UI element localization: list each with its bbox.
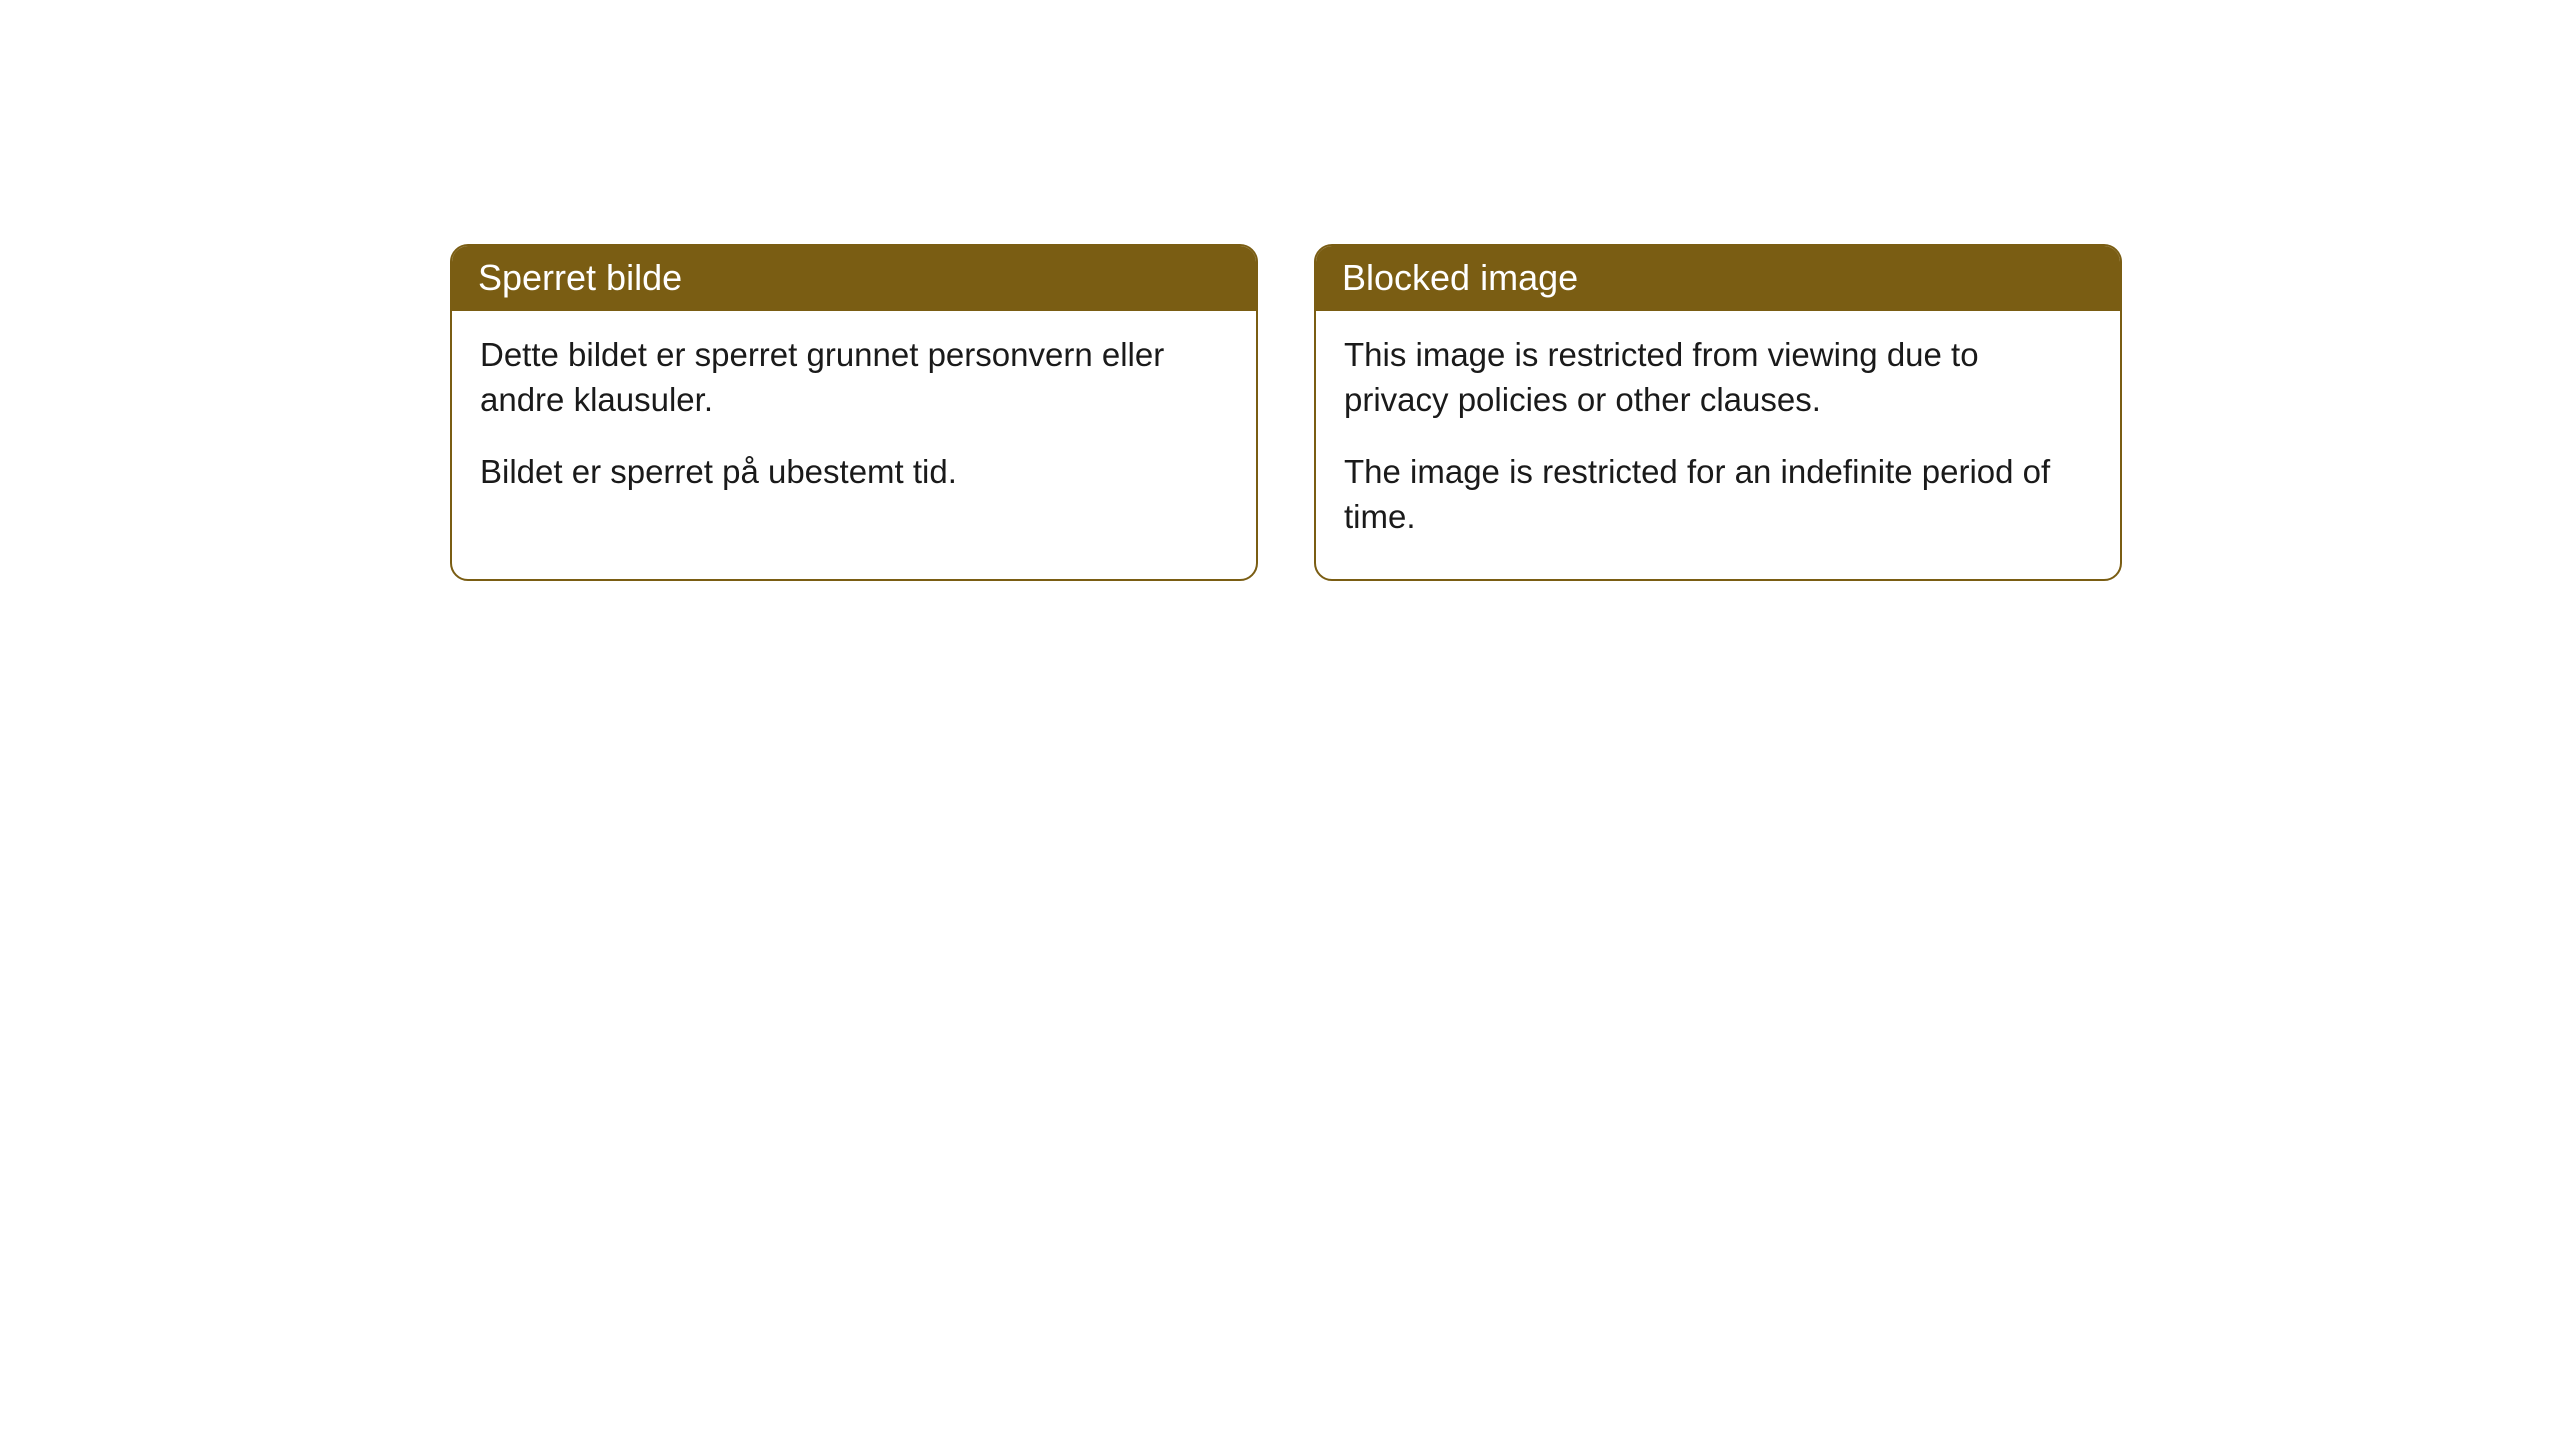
card-text-no-1: Dette bildet er sperret grunnet personve… bbox=[480, 333, 1228, 422]
card-text-no-2: Bildet er sperret på ubestemt tid. bbox=[480, 450, 1228, 495]
card-text-en-2: The image is restricted for an indefinit… bbox=[1344, 450, 2092, 539]
blocked-image-card-no: Sperret bilde Dette bildet er sperret gr… bbox=[450, 244, 1258, 581]
card-body-en: This image is restricted from viewing du… bbox=[1316, 311, 2120, 579]
blocked-image-card-en: Blocked image This image is restricted f… bbox=[1314, 244, 2122, 581]
cards-container: Sperret bilde Dette bildet er sperret gr… bbox=[450, 244, 2122, 581]
card-body-no: Dette bildet er sperret grunnet personve… bbox=[452, 311, 1256, 535]
card-header-no: Sperret bilde bbox=[452, 246, 1256, 311]
card-header-en: Blocked image bbox=[1316, 246, 2120, 311]
card-text-en-1: This image is restricted from viewing du… bbox=[1344, 333, 2092, 422]
